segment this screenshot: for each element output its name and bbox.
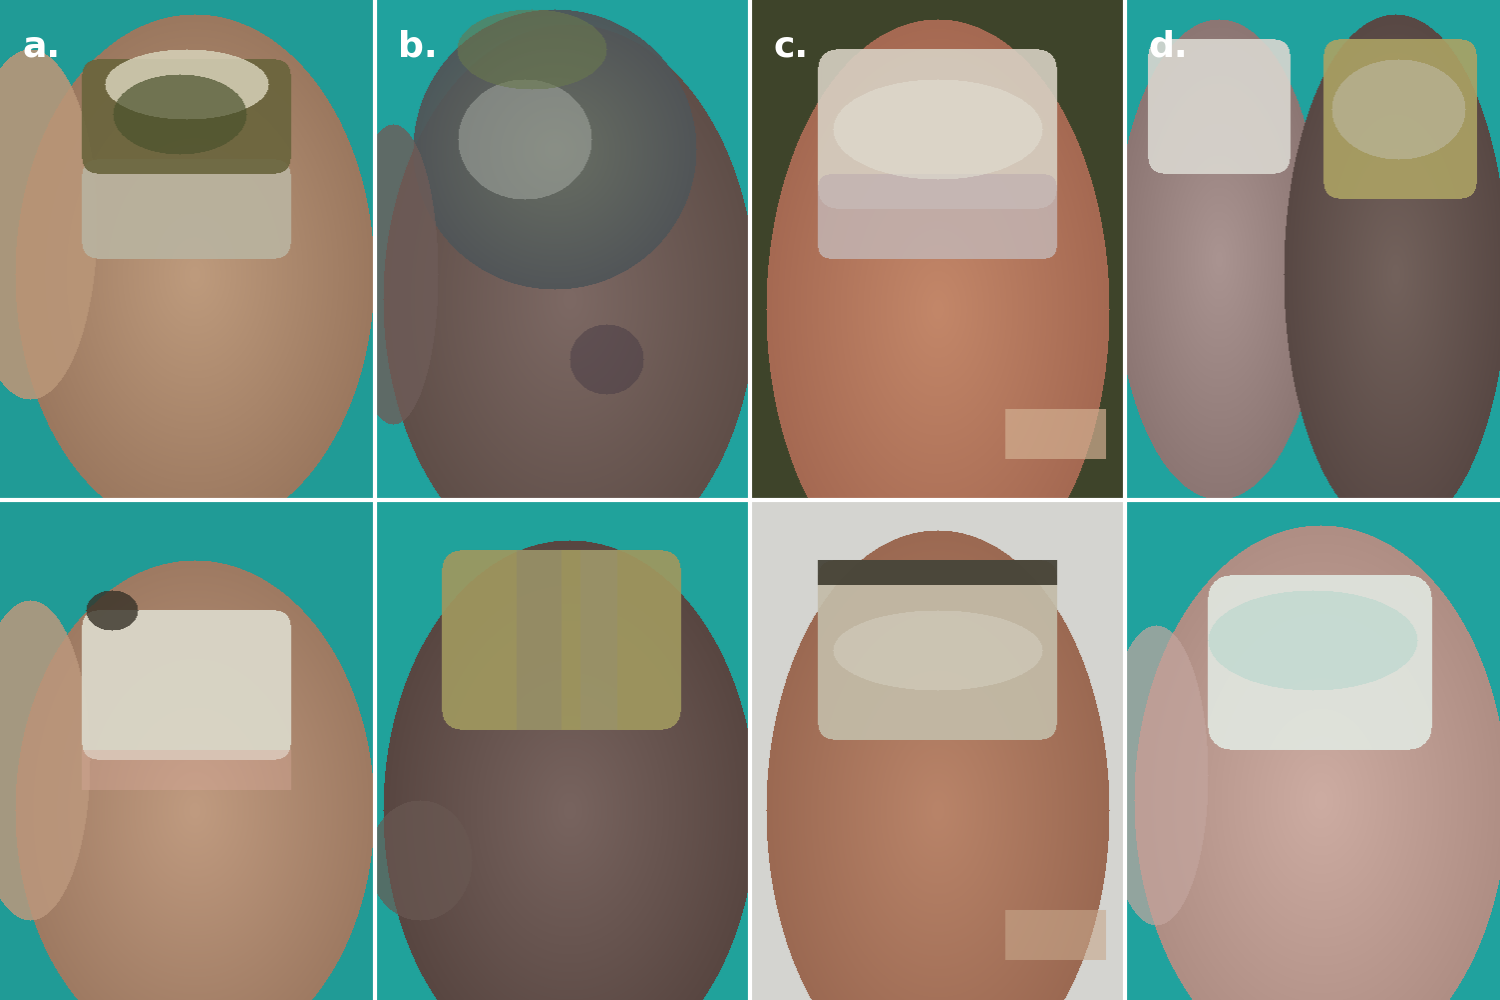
Text: d.: d.: [1149, 30, 1188, 64]
Text: c.: c.: [772, 30, 808, 64]
Text: a.: a.: [22, 30, 60, 64]
Text: b.: b.: [398, 30, 438, 64]
